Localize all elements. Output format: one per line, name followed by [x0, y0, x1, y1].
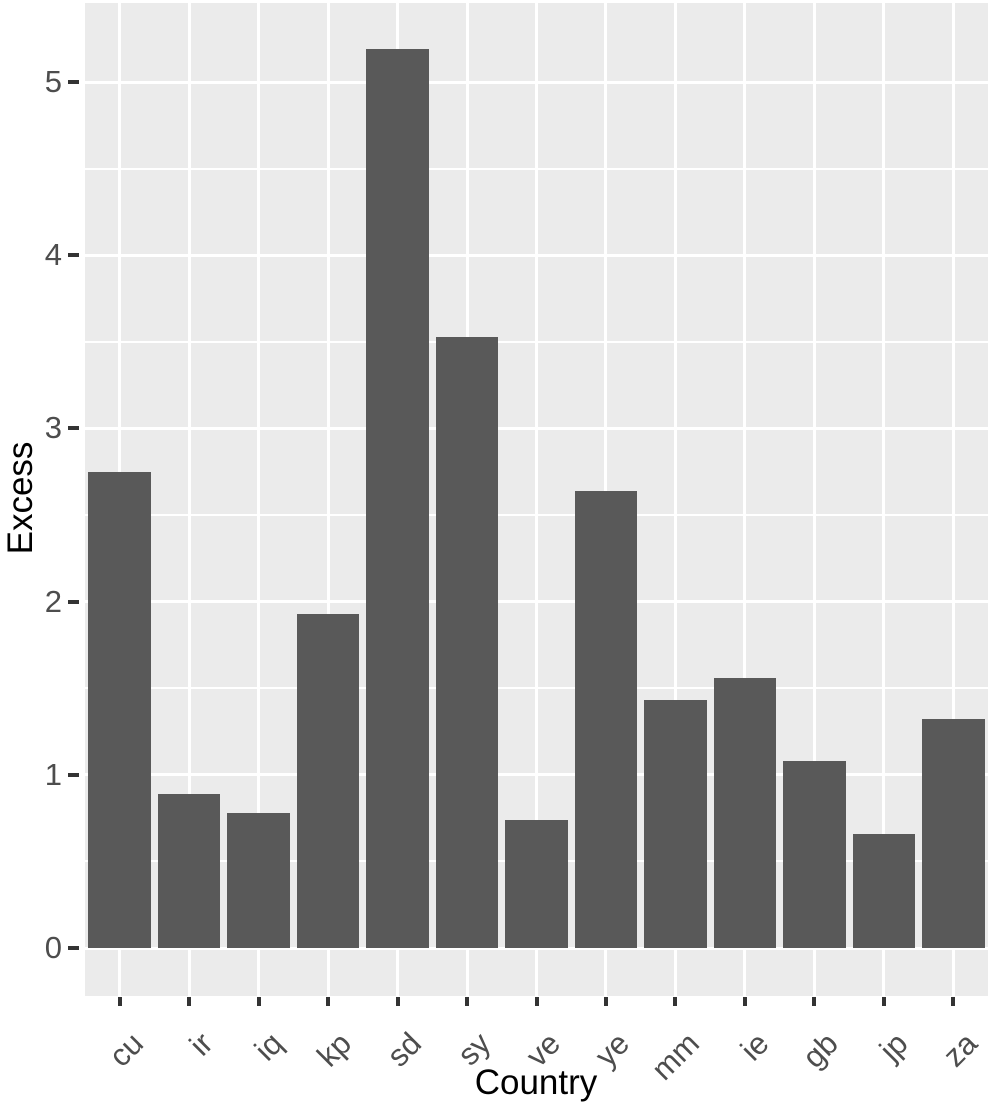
- x-tick-mark: [673, 997, 678, 1006]
- x-tick-mark: [326, 997, 331, 1006]
- y-tick-mark: [68, 253, 79, 258]
- y-tick-mark: [68, 772, 79, 777]
- x-tick-mark: [465, 997, 470, 1006]
- x-tick-mark: [881, 997, 886, 1006]
- x-tick-label-mm: mm: [644, 1025, 706, 1087]
- x-tick-mark: [117, 997, 122, 1006]
- y-tick-label: 5: [44, 64, 62, 99]
- y-tick-mark: [68, 80, 79, 84]
- x-axis-title: Country: [474, 1063, 598, 1102]
- bar-kp: [296, 613, 360, 948]
- vertical-gridline: [882, 3, 886, 996]
- x-tick-label-jp: jp: [872, 1025, 915, 1068]
- x-tick-label-kp: kp: [310, 1025, 359, 1074]
- vertical-gridline: [743, 3, 747, 996]
- plot-panel: [85, 3, 988, 996]
- x-tick-label-gb: gb: [795, 1025, 845, 1075]
- bar-iq: [227, 812, 290, 948]
- x-tick-label-ie: ie: [733, 1025, 776, 1068]
- x-tick-mark: [812, 997, 817, 1006]
- x-tick-mark: [603, 997, 608, 1006]
- x-tick-mark: [742, 997, 747, 1006]
- vertical-gridline: [326, 3, 330, 996]
- x-tick-mark: [187, 997, 192, 1006]
- y-tick-label: 3: [44, 410, 62, 446]
- x-tick-label-za: za: [935, 1025, 984, 1074]
- bar-cu: [88, 471, 151, 948]
- x-tick-mark: [256, 997, 261, 1006]
- bar-za: [922, 719, 985, 948]
- x-tick-mark: [951, 997, 956, 1006]
- y-tick-label: 2: [44, 583, 62, 619]
- y-tick-mark: [68, 946, 79, 950]
- vertical-gridline: [187, 3, 191, 996]
- vertical-gridline: [673, 3, 677, 996]
- bar-ve: [505, 819, 568, 948]
- y-tick-label: 1: [44, 756, 62, 792]
- x-tick-label-sd: sd: [379, 1025, 428, 1074]
- bar-sd: [366, 49, 429, 948]
- bar-ye: [574, 490, 638, 948]
- bar-ir: [157, 793, 221, 948]
- x-tick-label-cu: cu: [102, 1025, 151, 1074]
- x-tick-label-ir: ir: [182, 1025, 220, 1063]
- bar-gb: [783, 760, 846, 948]
- vertical-gridline: [535, 3, 538, 996]
- vertical-gridline: [257, 3, 261, 996]
- bar-sy: [435, 336, 499, 948]
- vertical-gridline: [812, 3, 816, 996]
- y-tick-mark: [68, 599, 79, 604]
- x-tick-label-iq: iq: [247, 1025, 289, 1068]
- bar-jp: [852, 833, 916, 948]
- x-tick-mark: [395, 997, 400, 1006]
- y-tick-label: 0: [44, 930, 62, 965]
- bar-ie: [713, 677, 777, 948]
- y-tick-mark: [68, 426, 79, 431]
- y-tick-label: 4: [44, 237, 62, 273]
- x-tick-mark: [534, 997, 539, 1006]
- vertical-gridline: [951, 3, 955, 996]
- y-axis-title: Excess: [1, 441, 40, 555]
- bar-mm: [644, 700, 707, 948]
